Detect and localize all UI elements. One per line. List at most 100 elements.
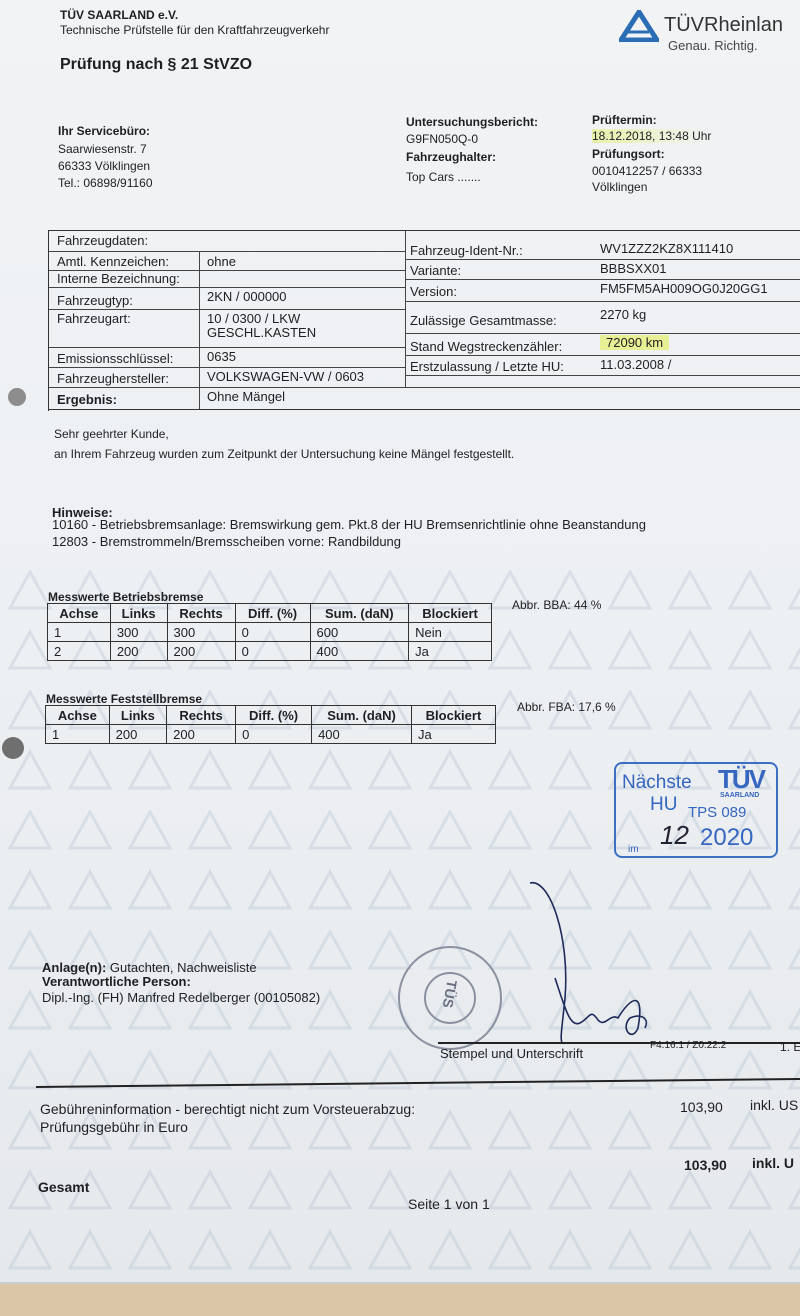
column-header: Blockiert <box>408 603 492 623</box>
hersteller-value: VOLKSWAGEN-VW / 0603 <box>207 369 365 384</box>
table-row: 1 200 200 0 400 Ja <box>45 724 497 744</box>
stamp-im: im <box>628 844 639 855</box>
table-header-row: Achse Links Rechts Diff. (%) Sum. (daN) … <box>45 705 497 725</box>
emission-value: 0635 <box>207 349 236 364</box>
signature-line <box>438 1042 800 1044</box>
result-text: an Ihrem Fahrzeug wurden zum Zeitpunkt d… <box>54 447 515 461</box>
gesamt-label: Gesamt <box>38 1179 90 1195</box>
table-header-row: Achse Links Rechts Diff. (%) Sum. (daN) … <box>47 603 492 623</box>
cell: 1 <box>45 724 110 744</box>
org-subtitle: Technische Prüfstelle für den Kraftfahrz… <box>60 23 330 37</box>
watermark-triangles <box>0 560 800 1280</box>
column-header: Links <box>108 705 168 725</box>
hersteller-label: Fahrzeughersteller: <box>57 371 169 386</box>
greeting: Sehr geehrter Kunde, <box>54 427 169 441</box>
org-name: TÜV SAARLAND e.V. <box>60 8 179 22</box>
cell: 200 <box>109 641 168 661</box>
termin-label: Prüftermin: <box>592 113 657 127</box>
erstzulassung-value: 11.03.2008 / <box>600 357 672 372</box>
table-row: 2 200 200 0 400 Ja <box>47 641 492 661</box>
cell: 0 <box>234 641 311 661</box>
km-label: Stand Wegstreckenzähler: <box>410 339 563 354</box>
cell: 200 <box>166 724 237 744</box>
typ-label: Fahrzeugtyp: <box>57 293 133 308</box>
variante-label: Variante: <box>410 263 462 278</box>
cell: 0 <box>235 724 313 744</box>
feststellbremse-table: Achse Links Rechts Diff. (%) Sum. (daN) … <box>45 705 497 744</box>
art-value-1: 10 / 0300 / LKW <box>207 311 301 326</box>
column-header: Blockiert <box>410 705 497 725</box>
art-value-2: GESCHL.KASTEN <box>207 325 317 340</box>
column-header: Rechts <box>166 705 237 725</box>
tuv-logo-icon <box>619 10 659 42</box>
cell: 400 <box>309 641 410 661</box>
hinweis-item: 10160 - Betriebsbremsanlage: Bremswirkun… <box>52 517 646 532</box>
servicebuero-city: 66333 Völklingen <box>58 159 151 173</box>
hinweis-item: 12803 - Bremstrommeln/Bremsscheiben vorn… <box>52 534 402 549</box>
fba-value: Abbr. FBA: 17,6 % <box>517 700 616 714</box>
halter-value: Top Cars ....... <box>406 170 481 184</box>
gesamt-tax: inkl. U <box>752 1155 795 1171</box>
official-seal: TÜS <box>398 946 502 1050</box>
cell: Ja <box>408 641 492 661</box>
stamp-line1: Nächste <box>622 772 692 793</box>
stamp-brand: TÜV <box>718 764 766 794</box>
next-hu-stamp: Nächste TÜV SAARLAND HU TPS 089 im 12 20… <box>614 762 778 858</box>
erstzulassung-label: Erstzulassung / Letzte HU: <box>410 359 564 374</box>
punch-hole <box>8 388 26 406</box>
person-label: Verantwortliche Person: <box>42 974 191 989</box>
cell: 2 <box>47 641 111 661</box>
servicebuero-street: Saarwiesenstr. 7 <box>58 142 147 156</box>
bericht-value: G9FN050Q-0 <box>406 132 479 146</box>
termin-value: 18.12.2018, 13:48 Uhr <box>592 129 712 143</box>
ident-label: Fahrzeug-Ident-Nr.: <box>410 243 523 258</box>
bericht-label: Untersuchungsbericht: <box>406 115 539 129</box>
masse-label: Zulässige Gesamtmasse: <box>410 313 557 328</box>
betriebsbremse-table: Achse Links Rechts Diff. (%) Sum. (daN) … <box>47 603 492 661</box>
stamp-month: 12 <box>660 820 689 850</box>
column-header: Rechts <box>166 603 236 623</box>
page-title: Prüfung nach § 21 StVZO <box>60 56 253 73</box>
cell: Nein <box>408 622 492 642</box>
art-label: Fahrzeugart: <box>57 311 131 326</box>
version-label: Version: <box>410 284 457 299</box>
fees-info: Gebühreninformation - berechtigt nicht z… <box>40 1101 416 1117</box>
km-value: 72090 km <box>600 335 670 350</box>
betriebsbremse-title: Messwerte Betriebsbremse <box>48 590 204 604</box>
signature <box>529 882 648 1044</box>
anlage-label: Anlage(n): <box>42 960 107 975</box>
stamp-year: 2020 <box>700 824 754 851</box>
kennzeichen-value: ohne <box>207 254 236 269</box>
bezeichnung-label: Interne Bezeichnung: <box>57 271 180 286</box>
cell: 0 <box>234 622 311 642</box>
column-header: Sum. (daN) <box>311 705 412 725</box>
hinweise-label: Hinweise: <box>52 505 113 520</box>
stamp-brand-sub: SAARLAND <box>720 792 760 799</box>
version-value: FM5FM5AH009OG0J20GG1 <box>600 281 768 296</box>
punch-hole <box>2 737 24 759</box>
column-header: Achse <box>45 705 110 725</box>
pruefung-tax: inkl. US <box>750 1097 799 1113</box>
table-row: 1 300 300 0 600 Nein <box>47 622 492 642</box>
column-header: Diff. (%) <box>234 603 311 623</box>
anlage-value: Gutachten, Nachweisliste <box>109 960 257 975</box>
vehicle-data-table: Fahrzeugdaten: Amtl. Kennzeichen: ohne In… <box>48 230 800 411</box>
cell: 300 <box>109 622 168 642</box>
column-header: Links <box>109 603 168 623</box>
ergebnis-value: Ohne Mängel <box>207 389 286 404</box>
gesamt-amount: 103,90 <box>684 1157 727 1173</box>
variante-value: BBBSXX01 <box>600 261 667 276</box>
cell: 300 <box>166 622 236 642</box>
page-number: Seite 1 von 1 <box>408 1196 490 1212</box>
halter-label: Fahrzeughalter: <box>406 150 497 164</box>
pruefung-amount: 103,90 <box>680 1099 723 1115</box>
ort-value-1: 0010412257 / 66333 <box>592 164 703 178</box>
cell: 600 <box>309 622 410 642</box>
pruefung-label: Prüfungsgebühr in Euro <box>40 1119 188 1135</box>
document-page: TÜV SAARLAND e.V. Technische Prüfstelle … <box>0 0 800 1284</box>
person-value: Dipl.-Ing. (FH) Manfred Redelberger (001… <box>42 990 321 1005</box>
column-header: Achse <box>47 603 111 623</box>
logo-slogan: Genau. Richtig. <box>668 38 758 53</box>
ergebnis-label: Ergebnis: <box>57 392 117 407</box>
feststellbremse-title: Messwerte Feststellbremse <box>46 692 203 706</box>
